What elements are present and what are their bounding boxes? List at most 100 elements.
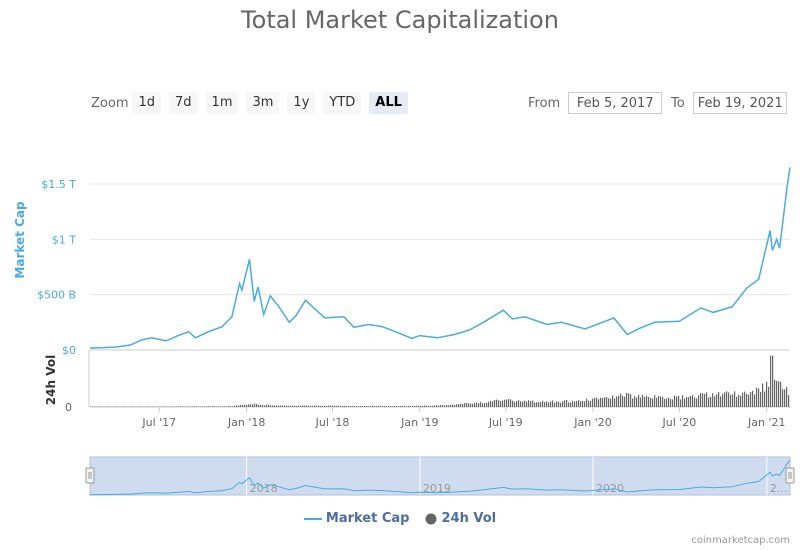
volume-bar bbox=[608, 398, 610, 407]
volume-bar bbox=[272, 405, 274, 407]
volume-bar bbox=[450, 404, 452, 407]
volume-bar bbox=[116, 406, 118, 407]
volume-bar bbox=[726, 391, 728, 407]
legend: Market Cap 24h Vol bbox=[0, 511, 800, 526]
zoom-1m-button[interactable]: 1m bbox=[205, 92, 239, 114]
zoom-all-button[interactable]: ALL bbox=[369, 92, 408, 114]
volume-bar bbox=[226, 406, 228, 407]
from-date-input[interactable] bbox=[568, 92, 663, 114]
volume-bar bbox=[200, 406, 202, 407]
y-tick-label: $1.5 T bbox=[41, 178, 76, 191]
legend-item-volume[interactable]: 24h Vol bbox=[425, 511, 496, 526]
volume-bar bbox=[424, 405, 426, 407]
volume-bar bbox=[404, 406, 406, 407]
volume-bar bbox=[446, 404, 448, 407]
navigator-left-handle[interactable] bbox=[85, 467, 95, 484]
volume-bar bbox=[172, 406, 174, 407]
volume-bar bbox=[670, 398, 672, 407]
volume-bar bbox=[760, 391, 762, 407]
zoom-label: Zoom bbox=[91, 95, 129, 111]
navigator-right-handle[interactable] bbox=[785, 467, 795, 484]
volume-bar bbox=[596, 397, 598, 407]
volume-bar bbox=[722, 393, 724, 407]
volume-bar bbox=[478, 403, 480, 407]
zoom-3m-button[interactable]: 3m bbox=[246, 92, 280, 114]
volume-bar bbox=[534, 402, 536, 407]
zoom-1d-button[interactable]: 1d bbox=[132, 92, 162, 114]
from-label: From bbox=[528, 95, 561, 111]
navigator[interactable]: 2018 2019 2020 2... bbox=[85, 456, 795, 496]
volume-bar bbox=[614, 398, 616, 407]
volume-bar bbox=[122, 406, 124, 407]
volume-bar bbox=[354, 405, 356, 407]
volume-bar bbox=[680, 399, 682, 407]
volume-bar bbox=[740, 395, 742, 407]
volume-bar bbox=[464, 403, 466, 407]
volume-bar bbox=[408, 405, 410, 407]
to-date-input[interactable] bbox=[692, 92, 787, 114]
volume-bar bbox=[572, 400, 574, 407]
volume-bar bbox=[498, 400, 500, 407]
volume-bar bbox=[224, 406, 226, 407]
volume-bar bbox=[668, 397, 670, 407]
volume-bar bbox=[266, 404, 268, 407]
y-axis-ticks: $0 $500 B $1 T $1.5 T 0 bbox=[37, 178, 76, 414]
volume-bar bbox=[430, 405, 432, 407]
volume-bar bbox=[560, 402, 562, 407]
volume-bar bbox=[482, 403, 484, 407]
volume-bar bbox=[188, 406, 190, 407]
zoom-ytd-button[interactable]: YTD bbox=[323, 92, 362, 114]
volume-bar bbox=[356, 406, 358, 407]
volume-bar bbox=[488, 401, 490, 407]
volume-bar bbox=[766, 381, 768, 407]
volume-bar bbox=[250, 404, 252, 407]
x-tick-label: Jan '21 bbox=[747, 416, 785, 429]
volume-bar bbox=[692, 395, 694, 407]
zoom-7d-button[interactable]: 7d bbox=[169, 92, 198, 114]
volume-bar bbox=[484, 403, 486, 407]
navigator-label: 2018 bbox=[250, 482, 278, 495]
y-tick-label: $500 B bbox=[37, 289, 76, 302]
volume-bar bbox=[258, 404, 260, 407]
credit-link[interactable]: coinmarketcap.com bbox=[691, 535, 790, 546]
volume-bar bbox=[684, 398, 686, 407]
volume-bar bbox=[256, 403, 258, 407]
volume-bar bbox=[470, 403, 472, 407]
volume-bar bbox=[182, 406, 184, 407]
navigator-label: 2019 bbox=[423, 482, 451, 495]
volume-bar bbox=[106, 406, 108, 407]
line-swatch-icon bbox=[303, 517, 322, 520]
volume-bar bbox=[724, 392, 726, 407]
legend-item-market-cap[interactable]: Market Cap bbox=[303, 511, 409, 526]
volume-bar bbox=[728, 392, 730, 407]
volume-bar bbox=[492, 401, 494, 407]
volume-bar bbox=[562, 401, 564, 407]
volume-bar bbox=[170, 406, 172, 407]
volume-bar bbox=[192, 406, 194, 407]
volume-bar bbox=[324, 405, 326, 407]
volume-bar bbox=[198, 406, 200, 407]
x-tick-label: Jul '20 bbox=[662, 416, 697, 429]
volume-bar bbox=[194, 406, 196, 407]
zoom-1y-button[interactable]: 1y bbox=[287, 92, 316, 114]
volume-bar bbox=[100, 406, 102, 407]
volume-bar bbox=[584, 401, 586, 407]
volume-bar bbox=[420, 405, 422, 407]
volume-bar bbox=[612, 395, 614, 407]
volume-bar bbox=[652, 398, 654, 407]
volume-bar bbox=[150, 406, 152, 407]
volume-bar bbox=[240, 405, 242, 407]
volume-bar bbox=[748, 394, 750, 407]
volume-bar bbox=[138, 406, 140, 407]
volume-bar bbox=[220, 406, 222, 407]
volume-bar bbox=[248, 404, 250, 407]
volume-bar bbox=[598, 399, 600, 407]
volume-bar bbox=[648, 396, 650, 407]
volume-bar bbox=[202, 406, 204, 407]
volume-bar bbox=[382, 405, 384, 407]
volume-bar bbox=[730, 395, 732, 407]
volume-bar bbox=[574, 401, 576, 407]
volume-bar bbox=[162, 406, 164, 407]
volume-bar bbox=[660, 396, 662, 407]
